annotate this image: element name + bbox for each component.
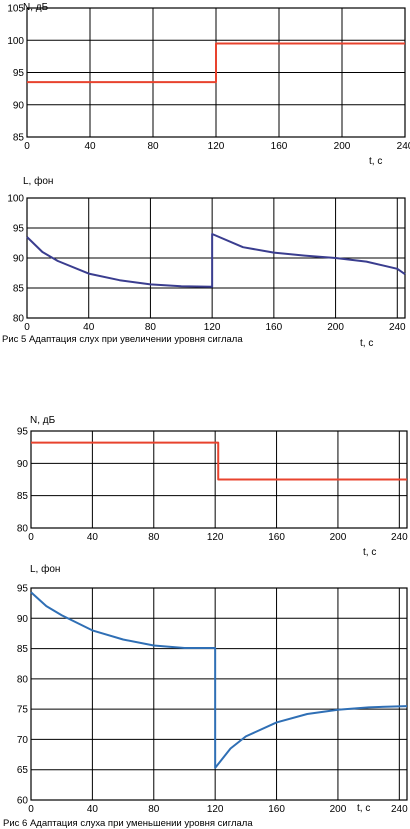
x-tick-label: 80 xyxy=(145,322,157,333)
x-tick-label: 240 xyxy=(397,141,410,152)
y-axis-label: L, фон xyxy=(23,175,53,187)
y-tick-label: 105 xyxy=(7,4,24,15)
x-tick-label: 160 xyxy=(268,804,285,815)
plot-frame xyxy=(30,587,408,801)
y-tick-label: 80 xyxy=(13,314,25,325)
x-tick-label: 240 xyxy=(391,532,408,543)
x-tick-label: 160 xyxy=(268,532,285,543)
chart-3: 0 40 80 120 160 200 240 80 85 90 95N, дБ t, c xyxy=(17,415,408,558)
x-tick-label: 0 xyxy=(24,322,30,333)
chart-4: 0 40 80 120 160 200 240 60 65 70 75 80 85 90 95L, фон t… xyxy=(3,563,408,829)
y-tick-label: 80 xyxy=(17,674,29,685)
y-tick-label: 90 xyxy=(13,254,25,265)
y-tick-label: 85 xyxy=(13,284,25,295)
x-tick-label: 200 xyxy=(330,804,347,815)
series-line xyxy=(30,591,408,769)
x-tick-label: 40 xyxy=(87,804,99,815)
series-line xyxy=(26,233,406,288)
x-axis-label: t, c xyxy=(363,547,376,558)
y-tick-label: 75 xyxy=(17,705,29,716)
y-axis-label: N, дБ xyxy=(23,2,49,13)
y-tick-label: 100 xyxy=(7,36,24,47)
x-tick-label: 120 xyxy=(204,322,221,333)
y-axis-label: N, дБ xyxy=(30,415,56,426)
x-tick-label: 120 xyxy=(207,804,224,815)
x-tick-label: 80 xyxy=(148,804,160,815)
y-tick-label: 95 xyxy=(17,584,29,595)
y-tick-label: 90 xyxy=(17,614,29,625)
chart-2: 0 40 80 120 160 200 240 80 85 90 95 100 L, фон t, c Ри… xyxy=(2,175,406,349)
y-tick-label: 95 xyxy=(13,224,25,235)
y-tick-label: 85 xyxy=(17,491,29,502)
x-tick-label: 120 xyxy=(207,532,224,543)
x-axis-label: t, c xyxy=(357,803,370,814)
x-axis-label: t, c xyxy=(360,338,373,349)
y-tick-label: 65 xyxy=(17,765,29,776)
y-tick-label: 90 xyxy=(13,100,25,111)
x-tick-label: 200 xyxy=(334,141,351,152)
figure-caption: Рис 6 Адаптация слуха при уменьшении уро… xyxy=(3,818,253,829)
x-tick-label: 80 xyxy=(148,532,160,543)
x-tick-label: 0 xyxy=(28,532,34,543)
series-line xyxy=(27,42,405,84)
y-tick-label: 90 xyxy=(17,459,29,470)
x-tick-label: 200 xyxy=(330,532,347,543)
x-tick-label: 40 xyxy=(87,532,99,543)
x-tick-label: 120 xyxy=(208,141,225,152)
series-line xyxy=(31,441,407,481)
x-tick-label: 160 xyxy=(266,322,283,333)
x-tick-label: 160 xyxy=(271,141,288,152)
x-tick-label: 200 xyxy=(327,322,344,333)
y-tick-label: 95 xyxy=(17,427,29,438)
y-tick-label: 95 xyxy=(13,68,25,79)
x-tick-label: 240 xyxy=(389,322,406,333)
y-tick-label: 100 xyxy=(7,194,24,205)
plot-frame xyxy=(26,197,406,319)
y-axis-label: L, фон xyxy=(30,563,60,575)
y-tick-label: 70 xyxy=(17,735,29,746)
x-tick-label: 0 xyxy=(28,804,34,815)
x-tick-label: 40 xyxy=(83,322,95,333)
x-tick-label: 0 xyxy=(24,141,30,152)
y-tick-label: 85 xyxy=(17,644,29,655)
x-tick-label: 80 xyxy=(147,141,159,152)
y-tick-label: 85 xyxy=(13,133,25,144)
y-tick-label: 60 xyxy=(17,796,29,807)
x-axis-label: t, c xyxy=(369,156,382,167)
x-tick-label: 240 xyxy=(391,804,408,815)
x-tick-label: 40 xyxy=(84,141,96,152)
figure-caption: Рис 5 Адаптация слух при увеличении уров… xyxy=(2,334,243,345)
y-tick-label: 80 xyxy=(17,524,29,535)
plot-frame xyxy=(26,7,406,138)
